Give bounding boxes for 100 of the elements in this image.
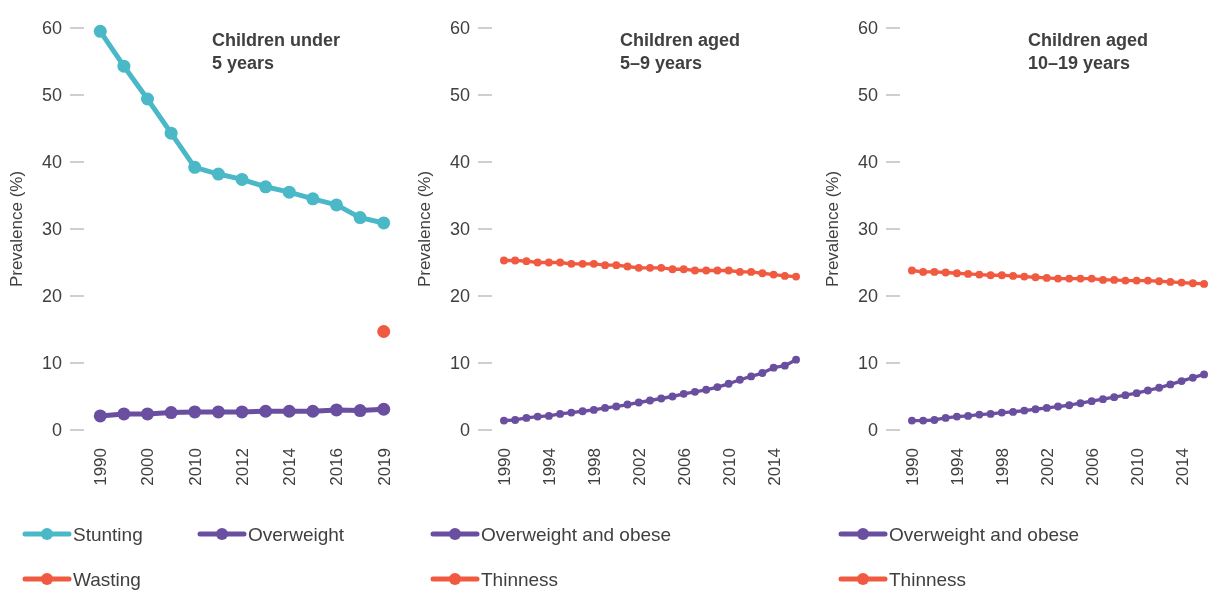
point	[141, 92, 155, 106]
point	[975, 410, 984, 419]
y-tick-label: 30	[41, 219, 62, 240]
point	[511, 416, 520, 424]
y-tick-label: 50	[41, 85, 62, 106]
point	[306, 404, 320, 418]
point	[1065, 401, 1074, 410]
x-tick-label: 2019	[374, 448, 394, 486]
point	[1009, 407, 1017, 416]
legend-label: Wasting	[73, 568, 141, 590]
point	[259, 404, 273, 418]
y-tick-label: 0	[459, 420, 470, 441]
point	[1110, 393, 1119, 402]
point	[792, 355, 800, 364]
point	[1155, 277, 1164, 286]
point	[1132, 276, 1141, 285]
x-tick-label: 1994	[539, 448, 559, 486]
point	[1132, 389, 1141, 398]
y-tick-label: 60	[449, 18, 470, 39]
legend-label: Thinness	[481, 568, 559, 590]
point	[735, 375, 744, 384]
point	[188, 405, 202, 419]
y-tick-label: 60	[857, 18, 878, 39]
point	[713, 266, 722, 275]
point	[353, 404, 367, 418]
point	[646, 263, 654, 272]
point	[1076, 399, 1085, 408]
point	[941, 268, 950, 277]
point	[522, 257, 531, 266]
point	[930, 416, 939, 424]
point	[556, 258, 565, 267]
x-tick-label: 2012	[232, 448, 252, 486]
x-tick-label: 2010	[1127, 448, 1147, 486]
x-tick-label: 1998	[584, 448, 604, 486]
point	[702, 385, 711, 394]
point	[377, 325, 391, 339]
point	[589, 405, 598, 414]
y-tick-label: 10	[857, 353, 878, 374]
y-tick-label: 30	[449, 219, 470, 240]
y-tick-label: 40	[449, 152, 470, 173]
x-tick-label: 2006	[674, 448, 694, 486]
point	[769, 363, 778, 372]
point	[919, 416, 928, 425]
point	[1143, 276, 1152, 285]
point	[975, 270, 984, 279]
point	[780, 361, 789, 370]
point	[500, 256, 508, 265]
y-axis-title: Prevalence (%)	[415, 170, 434, 288]
point	[623, 262, 632, 271]
y-tick-label: 0	[867, 420, 878, 441]
point	[612, 402, 621, 411]
point	[117, 59, 131, 73]
point	[282, 404, 296, 418]
point	[1065, 274, 1074, 283]
point	[1099, 395, 1107, 404]
point	[1031, 405, 1040, 414]
point	[1020, 406, 1029, 415]
point	[646, 396, 654, 405]
point	[634, 398, 643, 407]
point	[329, 403, 343, 417]
y-tick-label: 20	[857, 286, 878, 307]
point	[1121, 276, 1130, 285]
point	[908, 266, 916, 275]
point	[533, 412, 542, 421]
point	[1121, 391, 1130, 400]
y-tick-label: 50	[449, 85, 470, 106]
point	[1042, 273, 1051, 282]
point	[623, 400, 632, 409]
point	[758, 369, 767, 377]
y-tick-label: 40	[41, 152, 62, 173]
point	[601, 261, 609, 270]
x-tick-label: 2000	[138, 448, 158, 486]
point	[1054, 402, 1062, 411]
point	[792, 272, 800, 281]
point	[1177, 278, 1186, 287]
point	[211, 405, 225, 419]
legend-label: Overweight and obese	[889, 523, 1080, 545]
point	[964, 412, 973, 420]
point	[769, 270, 778, 279]
text: Children aged 10–19 years	[1028, 30, 1149, 73]
point	[329, 198, 343, 212]
point	[657, 394, 666, 403]
point	[117, 407, 131, 421]
x-tick-label: 2010	[185, 448, 205, 486]
point	[612, 261, 621, 270]
point	[997, 408, 1006, 417]
point	[188, 160, 202, 174]
point	[1166, 380, 1175, 389]
point	[1099, 275, 1107, 284]
point	[1188, 373, 1197, 382]
point	[1042, 403, 1051, 412]
y-tick-label: 60	[41, 18, 62, 39]
point	[941, 414, 950, 422]
y-tick-label: 0	[51, 420, 62, 441]
point	[952, 269, 961, 278]
point	[567, 408, 576, 417]
point	[702, 266, 711, 275]
point	[164, 406, 178, 420]
point	[1087, 397, 1096, 406]
legend-label: Thinness	[889, 568, 967, 590]
